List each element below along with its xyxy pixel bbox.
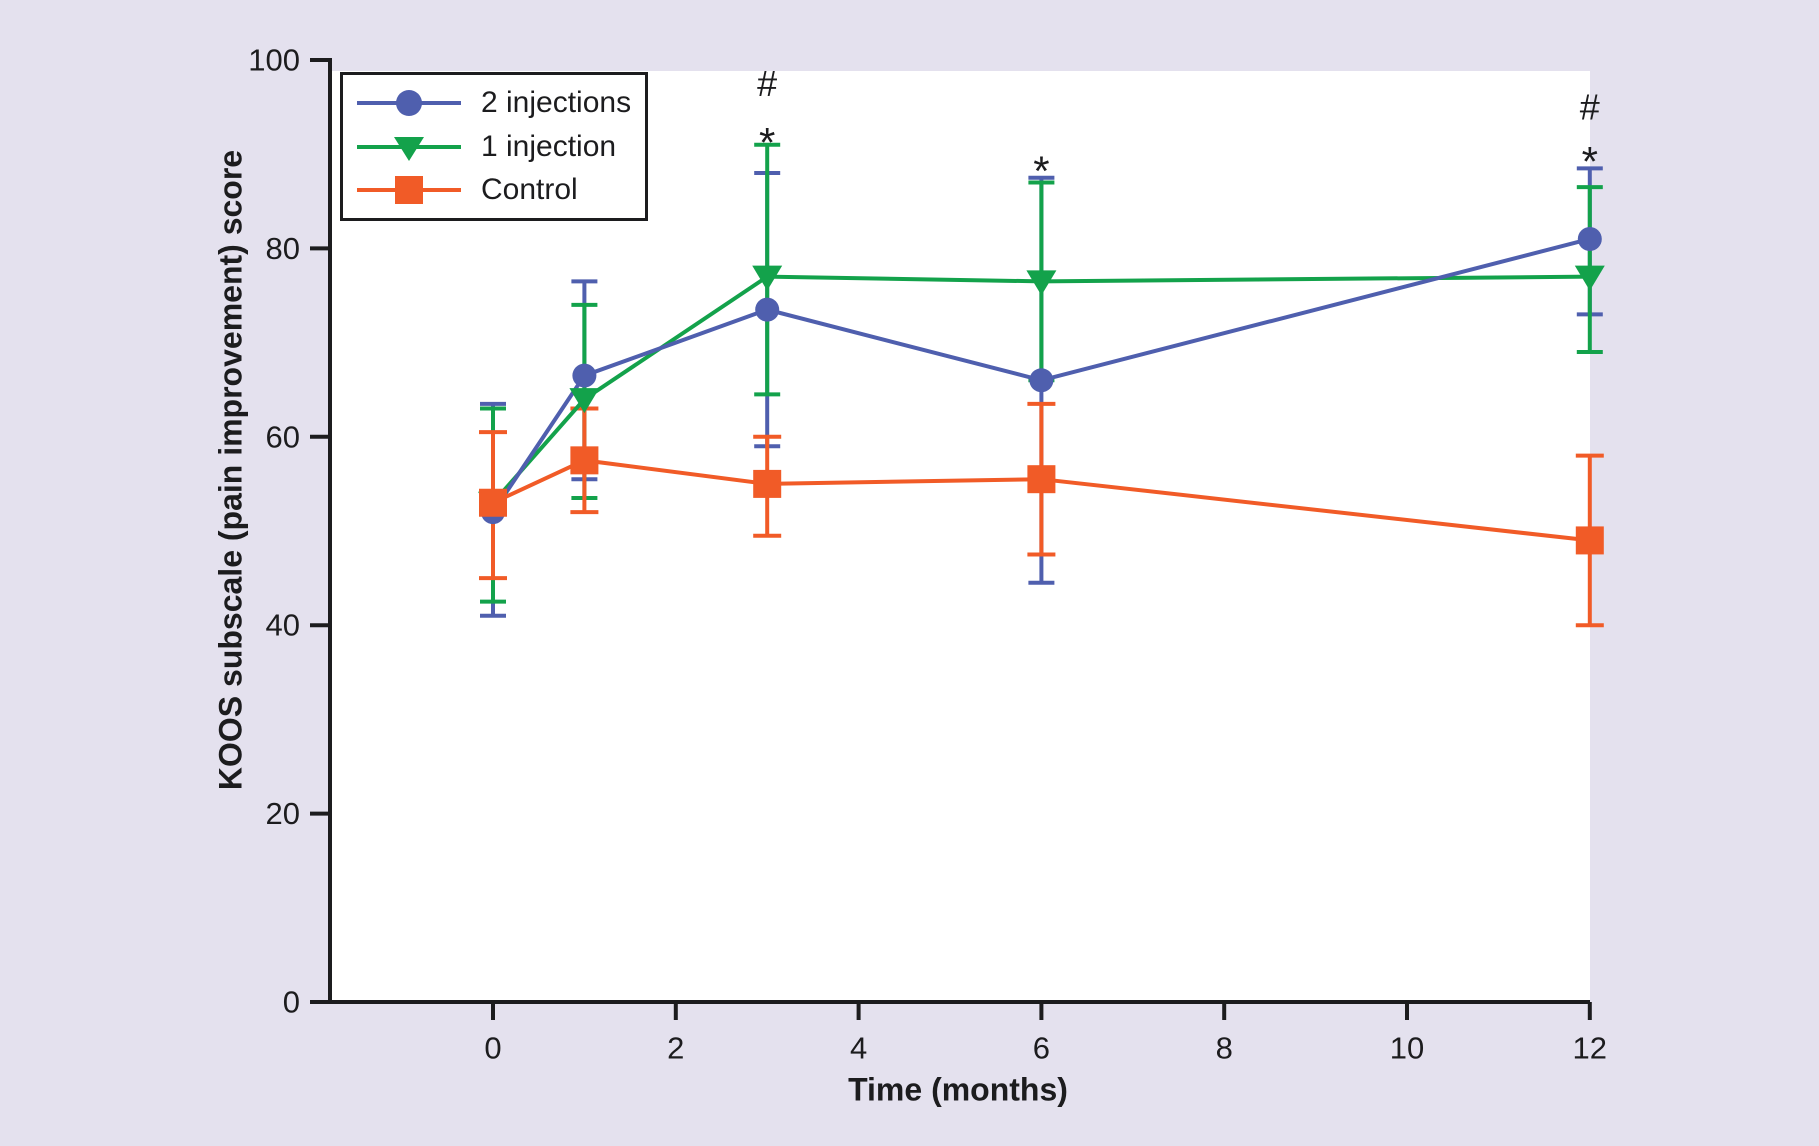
x-tick-label: 2 [667,1031,684,1066]
legend-marker-triangle-icon [357,136,461,161]
marker-circle-2-injections [1577,226,1602,251]
y-tick-label: 20 [266,796,300,831]
x-tick-label: 12 [1573,1031,1607,1066]
y-tick-label: 60 [266,419,300,454]
x-tick-label: 10 [1390,1031,1424,1066]
annotation-asterisk: * [759,119,775,166]
y-tick-label: 40 [266,608,300,643]
marker-triangle-down-1-injection [1574,265,1605,291]
y-tick-label: 80 [266,231,300,266]
plot-area [330,71,1590,1002]
legend-label: Control [481,173,578,207]
marker-triangle-down-1-injection [752,265,783,291]
legend-label: 2 injections [481,85,632,119]
marker-square-Control [479,488,507,517]
legend-marker-square-icon [357,176,461,205]
marker-triangle-down-1-injection [569,388,600,414]
annotation-hash: # [1580,87,1600,128]
marker-circle-2-injections [755,297,780,322]
marker-square-Control [570,446,599,475]
annotation-hash: # [757,63,777,104]
marker-square-Control [753,469,782,498]
marker-square-Control [1027,465,1056,494]
y-axis-title: KOOS subscale (pain improvement) score [212,149,249,791]
chart-legend: 2 injections 1 injection Control [340,72,648,221]
legend-item-control: Control [353,168,639,212]
y-tick-label: 100 [248,43,300,78]
annotation-asterisk: * [1582,138,1598,185]
annotation-asterisk: * [1033,147,1049,194]
x-tick-label: 4 [850,1031,867,1066]
y-tick-label: 0 [283,985,300,1020]
legend-label: 1 injection [481,129,617,163]
legend-item-2-injections: 2 injections [353,81,639,125]
marker-circle-2-injections [1029,368,1054,393]
x-tick-label: 8 [1216,1031,1233,1066]
legend-item-1-injection: 1 injection [353,125,639,169]
legend-marker-circle-icon [357,89,461,116]
x-tick-label: 6 [1033,1031,1050,1066]
marker-triangle-down-1-injection [1026,270,1057,296]
marker-circle-2-injections [572,363,597,388]
marker-square-Control [1575,526,1604,555]
x-axis-title: Time (months) [848,1071,1068,1108]
x-tick-label: 0 [484,1031,501,1066]
